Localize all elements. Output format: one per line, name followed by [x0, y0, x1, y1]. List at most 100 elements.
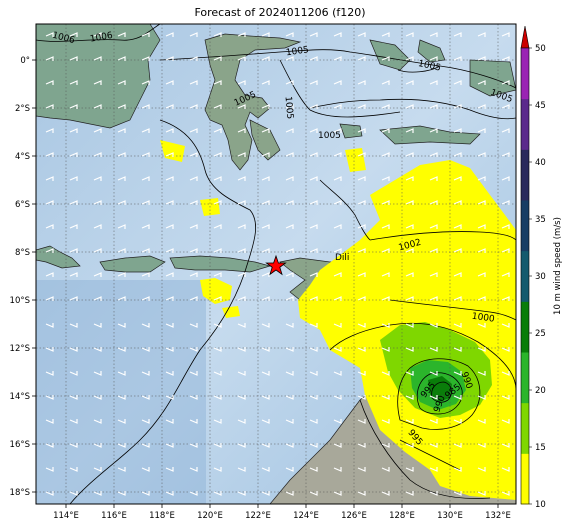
wind-barb — [429, 248, 438, 253]
wind-barb — [453, 80, 462, 85]
wind-barb — [45, 176, 54, 181]
wind-barb — [501, 128, 510, 133]
wind-barb — [405, 371, 414, 376]
wind-barb — [261, 80, 270, 85]
wind-barb — [141, 32, 150, 37]
wind-barb — [117, 248, 126, 253]
wind-barb — [381, 152, 390, 157]
wind-barb — [285, 80, 294, 85]
wind-barb — [309, 200, 318, 205]
wind-barb — [333, 419, 342, 424]
wind-barb — [93, 296, 102, 301]
wind-barb — [45, 56, 54, 61]
wind-barb — [501, 443, 510, 448]
wind-barb — [333, 104, 342, 109]
wind-barb — [381, 224, 390, 229]
wind-barb — [357, 56, 366, 61]
wind-barb — [429, 104, 438, 109]
wind-barb — [45, 104, 54, 109]
wind-barb — [285, 419, 294, 424]
wind-barb — [141, 104, 150, 109]
wind-barb — [453, 248, 462, 253]
wind-barb — [429, 467, 438, 472]
wind-barb — [477, 104, 486, 109]
wind-barb — [333, 395, 342, 400]
wind-barb — [189, 491, 198, 496]
wind-barb — [477, 419, 486, 424]
wind-barb — [285, 32, 294, 37]
wind-barb — [189, 248, 198, 253]
wind-barb — [117, 80, 126, 85]
wind-barb — [261, 200, 270, 205]
wind-barb — [405, 56, 414, 61]
wind-barb — [189, 224, 198, 229]
wind-barb — [141, 200, 150, 205]
wind-barb — [237, 323, 246, 328]
wind-barb — [45, 419, 54, 424]
wind-barb — [69, 467, 78, 472]
wind-barb — [477, 128, 486, 133]
wind-barb — [357, 224, 366, 229]
wind-barb — [477, 200, 486, 205]
lat-tick-label: 12°S — [10, 344, 30, 354]
wind-barb — [333, 128, 342, 133]
wind-barb — [93, 152, 102, 157]
wind-barb — [117, 419, 126, 424]
wind-barb — [309, 80, 318, 85]
wind-barb — [357, 467, 366, 472]
wind-barb — [69, 347, 78, 352]
wind-barb — [189, 296, 198, 301]
wind-barb — [237, 128, 246, 133]
wind-barb — [189, 272, 198, 277]
wind-barb — [501, 176, 510, 181]
wind-barb — [381, 371, 390, 376]
wind-barb — [213, 443, 222, 448]
wind-barb — [333, 200, 342, 205]
wind-barb — [261, 176, 270, 181]
wind-barb — [477, 248, 486, 253]
wind-barb — [429, 176, 438, 181]
wind-barb — [309, 32, 318, 37]
wind-barb — [45, 467, 54, 472]
wind-barb — [213, 395, 222, 400]
map-frame — [35, 23, 517, 505]
wind-barb — [429, 32, 438, 37]
wind-barb — [93, 104, 102, 109]
wind-barb — [141, 296, 150, 301]
wind-barb — [405, 224, 414, 229]
wind-barb — [237, 32, 246, 37]
wind-barb — [429, 443, 438, 448]
wind-barb — [309, 491, 318, 496]
wind-barb — [69, 80, 78, 85]
wind-barb — [141, 56, 150, 61]
wind-barb — [501, 491, 510, 496]
wind-barb — [261, 272, 270, 277]
wind-barb — [261, 467, 270, 472]
lat-tick-label: 8°S — [15, 248, 30, 258]
wind-barb — [69, 32, 78, 37]
wind-barb — [333, 224, 342, 229]
colorbar-label: 10 m wind speed (m/s) — [553, 217, 563, 315]
wind-barb — [333, 176, 342, 181]
wind-barb — [261, 419, 270, 424]
wind-barb — [213, 104, 222, 109]
lon-tick-label: 128°E — [389, 511, 415, 521]
wind-barb — [285, 152, 294, 157]
wind-barb — [453, 419, 462, 424]
wind-barb — [165, 395, 174, 400]
wind-barb — [405, 419, 414, 424]
wind-barb — [501, 104, 510, 109]
wind-barb — [213, 371, 222, 376]
wind-barb — [381, 200, 390, 205]
wind-barb — [405, 248, 414, 253]
wind-barb — [381, 443, 390, 448]
wind-barb — [453, 128, 462, 133]
wind-barb — [261, 443, 270, 448]
lat-tick-label: 10°S — [10, 296, 30, 306]
wind-barb — [501, 200, 510, 205]
lesser-sunda-west — [36, 245, 272, 273]
wind-barb — [477, 32, 486, 37]
wind-barb — [285, 56, 294, 61]
lat-tick-label: 2°S — [15, 104, 30, 114]
wind-barb — [453, 395, 462, 400]
